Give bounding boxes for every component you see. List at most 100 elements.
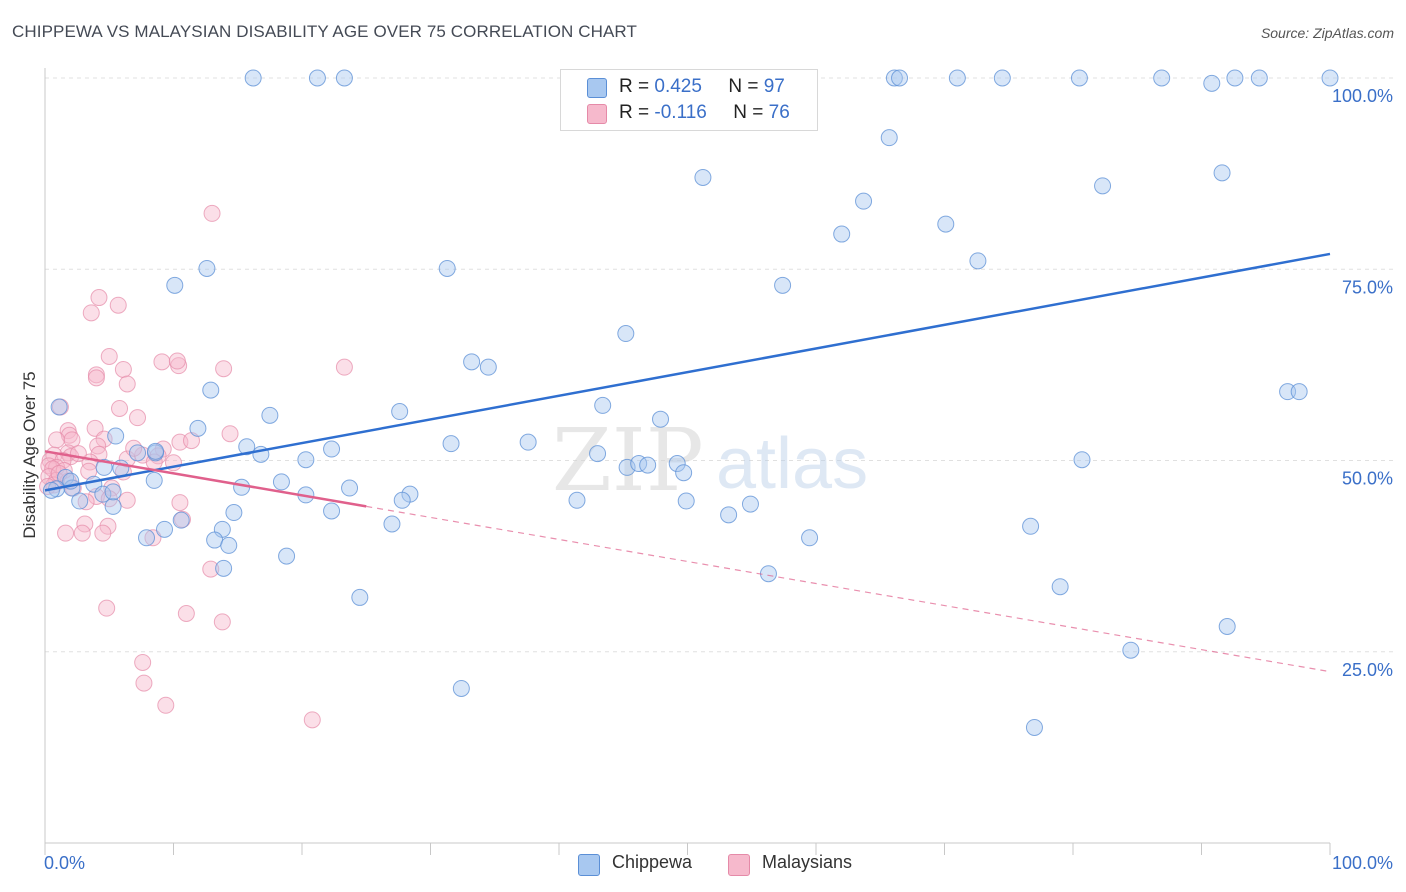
malaysians-point: [109, 296, 127, 314]
chart-title: CHIPPEWA VS MALAYSIAN DISABILITY AGE OVE…: [12, 22, 637, 41]
chippewa-point: [639, 456, 657, 474]
chippewa-point: [589, 445, 607, 463]
chippewa-point: [891, 69, 909, 87]
malaysians-point: [99, 517, 117, 535]
chippewa-point: [880, 129, 898, 147]
malaysians-point: [94, 524, 112, 542]
malaysians-legend-swatch: [728, 854, 750, 876]
chippewa-point: [138, 529, 156, 547]
malaysians-r-label: R =: [619, 102, 650, 123]
chippewa-point: [1213, 164, 1231, 182]
chippewa-r-label: R =: [619, 76, 650, 97]
chippewa-point: [1279, 383, 1297, 401]
malaysians-point: [100, 347, 118, 365]
chippewa-point: [855, 192, 873, 210]
chippewa-point: [351, 588, 369, 606]
chippewa-point: [630, 455, 648, 473]
malaysians-point: [213, 613, 231, 631]
chippewa-point: [129, 444, 147, 462]
chippewa-point: [937, 215, 955, 233]
chippewa-point: [238, 438, 256, 456]
malaysians-point: [202, 560, 220, 578]
malaysians-point: [153, 353, 171, 371]
malaysians-point: [73, 524, 91, 542]
chippewa-point: [1153, 69, 1171, 87]
chippewa-point: [993, 69, 1011, 87]
source-credit: Source: ZipAtlas.com: [1260, 25, 1394, 41]
malaysians-point: [87, 369, 105, 387]
grid-lines: [45, 77, 1395, 653]
x-tick-label-start: 0.0%: [44, 853, 85, 873]
malaysians-point: [173, 510, 191, 528]
chippewa-point: [147, 442, 165, 460]
stats-legend: R = 0.425 N = 97 R = -0.116 N = 76: [560, 69, 818, 131]
chippewa-point: [189, 419, 207, 437]
chippewa-point: [94, 485, 112, 503]
chippewa-point: [1025, 718, 1043, 736]
malaysians-trend-line-solid: [44, 450, 367, 508]
chippewa-point: [233, 478, 251, 496]
chippewa-point: [720, 506, 738, 524]
chippewa-point: [442, 435, 460, 453]
chippewa-point: [1022, 517, 1040, 535]
malaysians-n-label: N =: [733, 102, 764, 123]
chippewa-point: [774, 276, 792, 294]
malaysians-swatch: [587, 104, 607, 124]
chippewa-point: [694, 168, 712, 186]
chippewa-point: [1321, 69, 1339, 87]
chippewa-point: [594, 396, 612, 414]
chippewa-point: [215, 559, 233, 577]
chippewa-point: [885, 69, 903, 87]
chippewa-point: [156, 520, 174, 538]
chippewa-point: [198, 259, 216, 277]
malaysians-r-value: -0.116: [654, 102, 707, 123]
malaysians-point: [60, 426, 78, 444]
zipatlas-watermark: ZIP atlas: [552, 411, 868, 511]
malaysians-point: [157, 696, 175, 714]
chippewa-point: [1250, 69, 1268, 87]
trend-lines: [44, 252, 1331, 673]
chippewa-point: [206, 531, 224, 549]
malaysians-point: [111, 399, 129, 417]
chippewa-point: [50, 398, 68, 416]
malaysians-point: [77, 493, 95, 511]
malaysians-point: [203, 204, 221, 222]
chippewa-point: [71, 492, 89, 510]
malaysians-point: [129, 409, 147, 427]
chippewa-point: [617, 325, 635, 343]
malaysians-point: [118, 375, 136, 393]
chippewa-point: [677, 492, 695, 510]
chippewa-point: [383, 515, 401, 533]
malaysians-point: [144, 529, 162, 547]
chippewa-point: [479, 358, 497, 376]
malaysians-point: [221, 425, 239, 443]
malaysians-point: [303, 711, 321, 729]
chippewa-r-value: 0.425: [654, 76, 702, 97]
chippewa-point: [1070, 69, 1088, 87]
malaysians-point: [63, 431, 81, 449]
chippewa-point: [225, 504, 243, 522]
chippewa-point: [244, 69, 262, 87]
chippewa-point: [1218, 618, 1236, 636]
chippewa-n-label: N =: [728, 76, 759, 97]
y-tick-label: 50.0%: [1342, 469, 1393, 489]
watermark-zip: ZIP: [552, 411, 704, 511]
malaysians-point: [168, 352, 186, 370]
y-tick-label: 75.0%: [1342, 277, 1393, 297]
chippewa-point: [452, 679, 470, 697]
chippewa-point: [668, 455, 686, 473]
chippewa-swatch: [587, 78, 607, 98]
x-tick-label-end: 100.0%: [1332, 853, 1393, 873]
malaysians-point: [171, 494, 189, 512]
chippewa-point: [323, 440, 341, 458]
chippewa-point: [519, 433, 537, 451]
chippewa-point: [1203, 74, 1221, 92]
tick-labels: 25.0% 50.0% 75.0% 100.0% 0.0% 100.0%: [44, 86, 1393, 873]
chippewa-point: [341, 479, 359, 497]
chippewa-point: [438, 259, 456, 277]
chippewa-point: [1073, 451, 1091, 469]
chippewa-legend-label: Chippewa: [612, 852, 693, 872]
chippewa-point: [261, 406, 279, 424]
malaysians-legend-label: Malaysians: [762, 852, 853, 872]
chippewa-point: [104, 483, 122, 501]
